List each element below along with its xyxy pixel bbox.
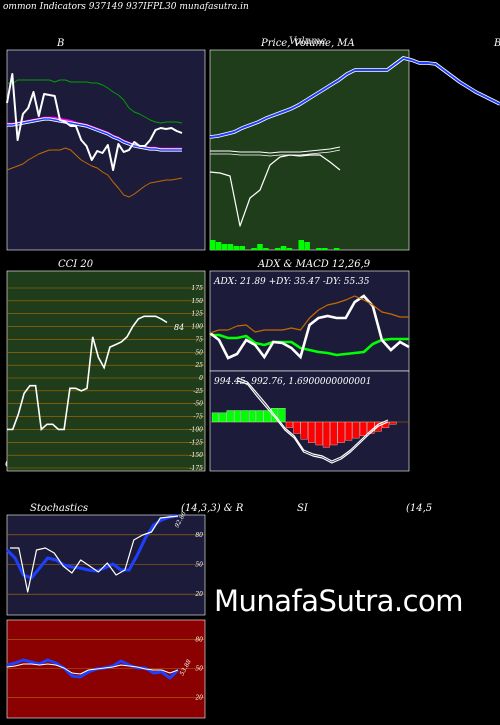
stochastics-title: Stochastics <box>30 503 88 514</box>
cci-tick-label: -75 <box>193 414 203 421</box>
macd-hist-bar <box>248 410 256 423</box>
cci-tick-label: 75 <box>195 336 203 343</box>
volume-bar <box>286 248 293 250</box>
macd-hist-bar <box>300 421 308 440</box>
price-title: Price, Volume, MA <box>261 38 355 49</box>
rsi-title: SI <box>297 503 308 514</box>
volume-bar <box>304 242 310 250</box>
volume-bar <box>251 248 257 250</box>
cci-tick-label: 100 <box>192 324 204 331</box>
price-series-0 <box>209 57 500 138</box>
price-ma-series-0 <box>210 146 341 154</box>
volume-bar <box>257 244 263 250</box>
price-line-series-0 <box>209 154 341 227</box>
macd-readout: 994.45, 992.76, 1.6900000000001 <box>214 377 371 387</box>
cci-tick-label: 0 <box>199 375 203 382</box>
price-ma-secondary <box>210 149 341 157</box>
cci-tick-label: 125 <box>192 311 204 318</box>
macd-hist-bar <box>211 412 219 423</box>
cci-line <box>7 315 168 432</box>
cci-tick-label: -50 <box>193 401 203 408</box>
macd-hist-bar <box>345 421 353 441</box>
rsi-tick-label: 80 <box>195 636 203 643</box>
volume-bar <box>333 248 340 250</box>
stochastics-params: (14,3,3) & R <box>181 503 244 514</box>
macd-hist-bar <box>256 410 264 423</box>
adx-readout: ADX: 21.89 +DY: 35.47 -DY: 55.35 <box>213 277 370 287</box>
rsi-series-0 <box>6 658 180 680</box>
macd-hist-bar <box>308 421 316 443</box>
rsi-series-1 <box>6 663 179 675</box>
bollinger-series-3 <box>6 147 183 198</box>
volume-bar <box>227 244 234 250</box>
bollinger-series-4 <box>6 73 183 171</box>
macd-hist-bar <box>219 412 227 423</box>
rsi-tick-label: 20 <box>194 695 203 702</box>
cci-tick-label: 150 <box>192 298 204 305</box>
macd-hist-bar <box>241 410 249 423</box>
cci-tick-label: -25 <box>193 388 203 395</box>
adx-series-2 <box>209 295 409 334</box>
macd-hist-bar <box>389 421 397 425</box>
macd-hist-bar <box>226 410 234 423</box>
macd-hist-bar <box>278 408 286 423</box>
stochastics-tick-label: 80 <box>195 532 203 539</box>
rsi-params: (14,5 <box>406 503 433 514</box>
macd-hist-bar <box>322 421 330 448</box>
macd-hist-bar <box>285 421 293 428</box>
macd-hist-bar <box>367 421 375 434</box>
volume-bar <box>263 248 269 250</box>
cci-tick-label: -150 <box>190 452 204 459</box>
macd-hist-bar <box>330 421 338 446</box>
volume-bar <box>322 248 328 250</box>
bollinger-series-0 <box>6 79 183 124</box>
macd-hist-bar <box>315 421 323 446</box>
price-panel <box>209 49 410 251</box>
watermark: MunafaSutra.com <box>214 584 464 618</box>
adx-series-0 <box>210 333 409 357</box>
price-title-overlap: Volume <box>289 36 327 47</box>
macd-hist-bar <box>359 421 367 436</box>
macd-hist-bar <box>352 421 360 439</box>
cci-tick-label: 175 <box>192 285 204 292</box>
macd-hist-bar <box>234 410 242 423</box>
cci-tick-label: 25 <box>194 362 203 369</box>
stochastics-tick-label: 50 <box>195 562 203 569</box>
volume-bar <box>239 246 245 250</box>
macd-series-0 <box>237 380 389 464</box>
rsi-tick-label: 50 <box>195 666 203 673</box>
stochastics-series-0 <box>5 514 179 580</box>
volume-bar <box>215 242 222 250</box>
volume-bar <box>280 246 287 250</box>
adx-series-1 <box>209 295 410 359</box>
cci-tick-label: -100 <box>190 426 204 433</box>
volume-bar <box>298 240 304 250</box>
cci-tick-label: -125 <box>190 439 204 446</box>
volume-bar <box>316 248 322 250</box>
volume-bar <box>210 240 216 250</box>
stochastics-tick-label: 20 <box>194 591 203 598</box>
cci-title: CCI 20 <box>58 259 94 270</box>
macd-hist-bar <box>293 421 301 434</box>
volume-bar <box>233 246 240 250</box>
volume-bar <box>274 248 281 250</box>
cci-tick-label: -175 <box>190 465 204 472</box>
right-edge-label: B <box>494 38 500 49</box>
macd-hist-bar <box>337 421 345 443</box>
stochastics-series-1 <box>10 515 179 593</box>
cci-panel <box>6 270 206 472</box>
macd-hist-bar <box>263 410 271 423</box>
bollinger-title: B <box>57 38 65 49</box>
bollinger-series-2 <box>7 118 182 151</box>
volume-bar <box>221 244 228 250</box>
page-title: ommon Indicators 937149 937IFPL30 munafa… <box>3 2 249 12</box>
macd-series-1 <box>237 377 389 462</box>
cci-tick-label: 50 <box>195 349 203 356</box>
cci-last-label: 84 <box>174 323 184 332</box>
adx-macd-title: ADX & MACD 12,26,9 <box>258 259 371 270</box>
